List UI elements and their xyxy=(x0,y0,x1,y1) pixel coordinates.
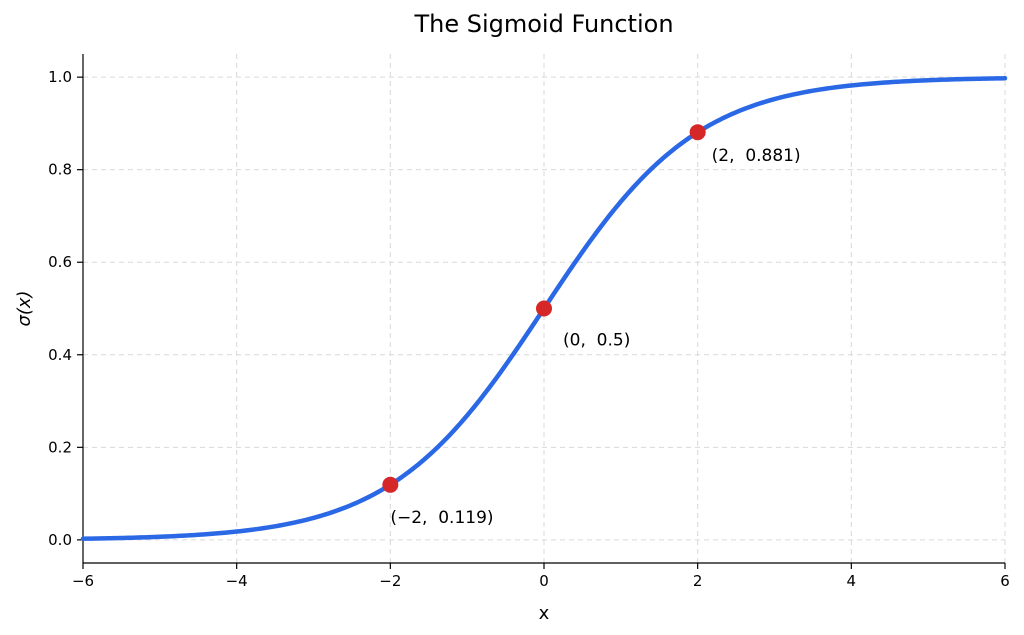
x-tick-label: 6 xyxy=(1000,572,1010,590)
y-tick-label: 0.8 xyxy=(48,161,72,179)
y-tick-label: 0.2 xyxy=(48,438,72,456)
x-tick-label: 2 xyxy=(693,572,703,590)
point-annotation: (−2, 0.119) xyxy=(390,508,493,528)
point-annotation: (2, 0.881) xyxy=(712,146,801,166)
grid xyxy=(82,54,1006,563)
chart-title: The Sigmoid Function xyxy=(413,10,673,38)
x-tick-label: −6 xyxy=(72,572,94,590)
x-tick-label: 0 xyxy=(539,572,549,590)
y-ticks: 0.0 0.2 0.4 0.6 0.8 1.0 xyxy=(48,68,83,549)
y-tick-label: 0.0 xyxy=(48,531,72,549)
highlight-point xyxy=(382,476,399,493)
x-ticks: −6 −4 −2 0 2 4 6 xyxy=(72,563,1010,590)
x-tick-label: 4 xyxy=(847,572,857,590)
highlight-point xyxy=(536,300,552,317)
point-annotation: (0, 0.5) xyxy=(563,331,630,351)
y-axis-label: σ(x) xyxy=(14,290,35,326)
highlight-point xyxy=(689,124,706,141)
x-tick-label: −4 xyxy=(226,572,248,590)
y-tick-label: 1.0 xyxy=(48,68,72,86)
x-axis-label: x xyxy=(539,603,550,624)
y-tick-label: 0.4 xyxy=(48,346,72,364)
highlight-points: (−2, 0.119) (0, 0.5) (2, 0.881) xyxy=(382,124,801,528)
x-tick-label: −2 xyxy=(379,572,401,590)
y-tick-label: 0.6 xyxy=(48,253,72,271)
